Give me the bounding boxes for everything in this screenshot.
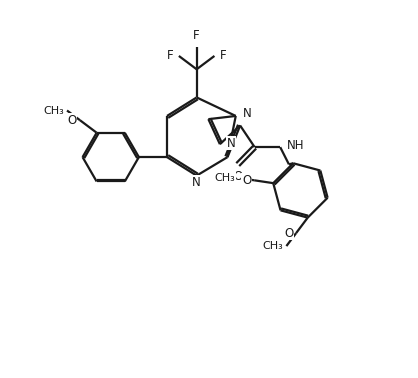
Text: F: F <box>194 29 200 42</box>
Text: O: O <box>68 114 77 127</box>
Text: F: F <box>167 50 173 62</box>
Text: O: O <box>233 170 242 183</box>
Text: CH₃: CH₃ <box>263 241 283 251</box>
Text: N: N <box>227 137 236 150</box>
Text: N: N <box>243 107 252 119</box>
Text: CH₃: CH₃ <box>214 173 235 183</box>
Text: NH: NH <box>286 139 304 152</box>
Text: F: F <box>220 50 227 62</box>
Text: O: O <box>242 174 251 187</box>
Text: CH₃: CH₃ <box>43 105 64 116</box>
Text: O: O <box>284 226 293 240</box>
Text: N: N <box>192 176 201 189</box>
